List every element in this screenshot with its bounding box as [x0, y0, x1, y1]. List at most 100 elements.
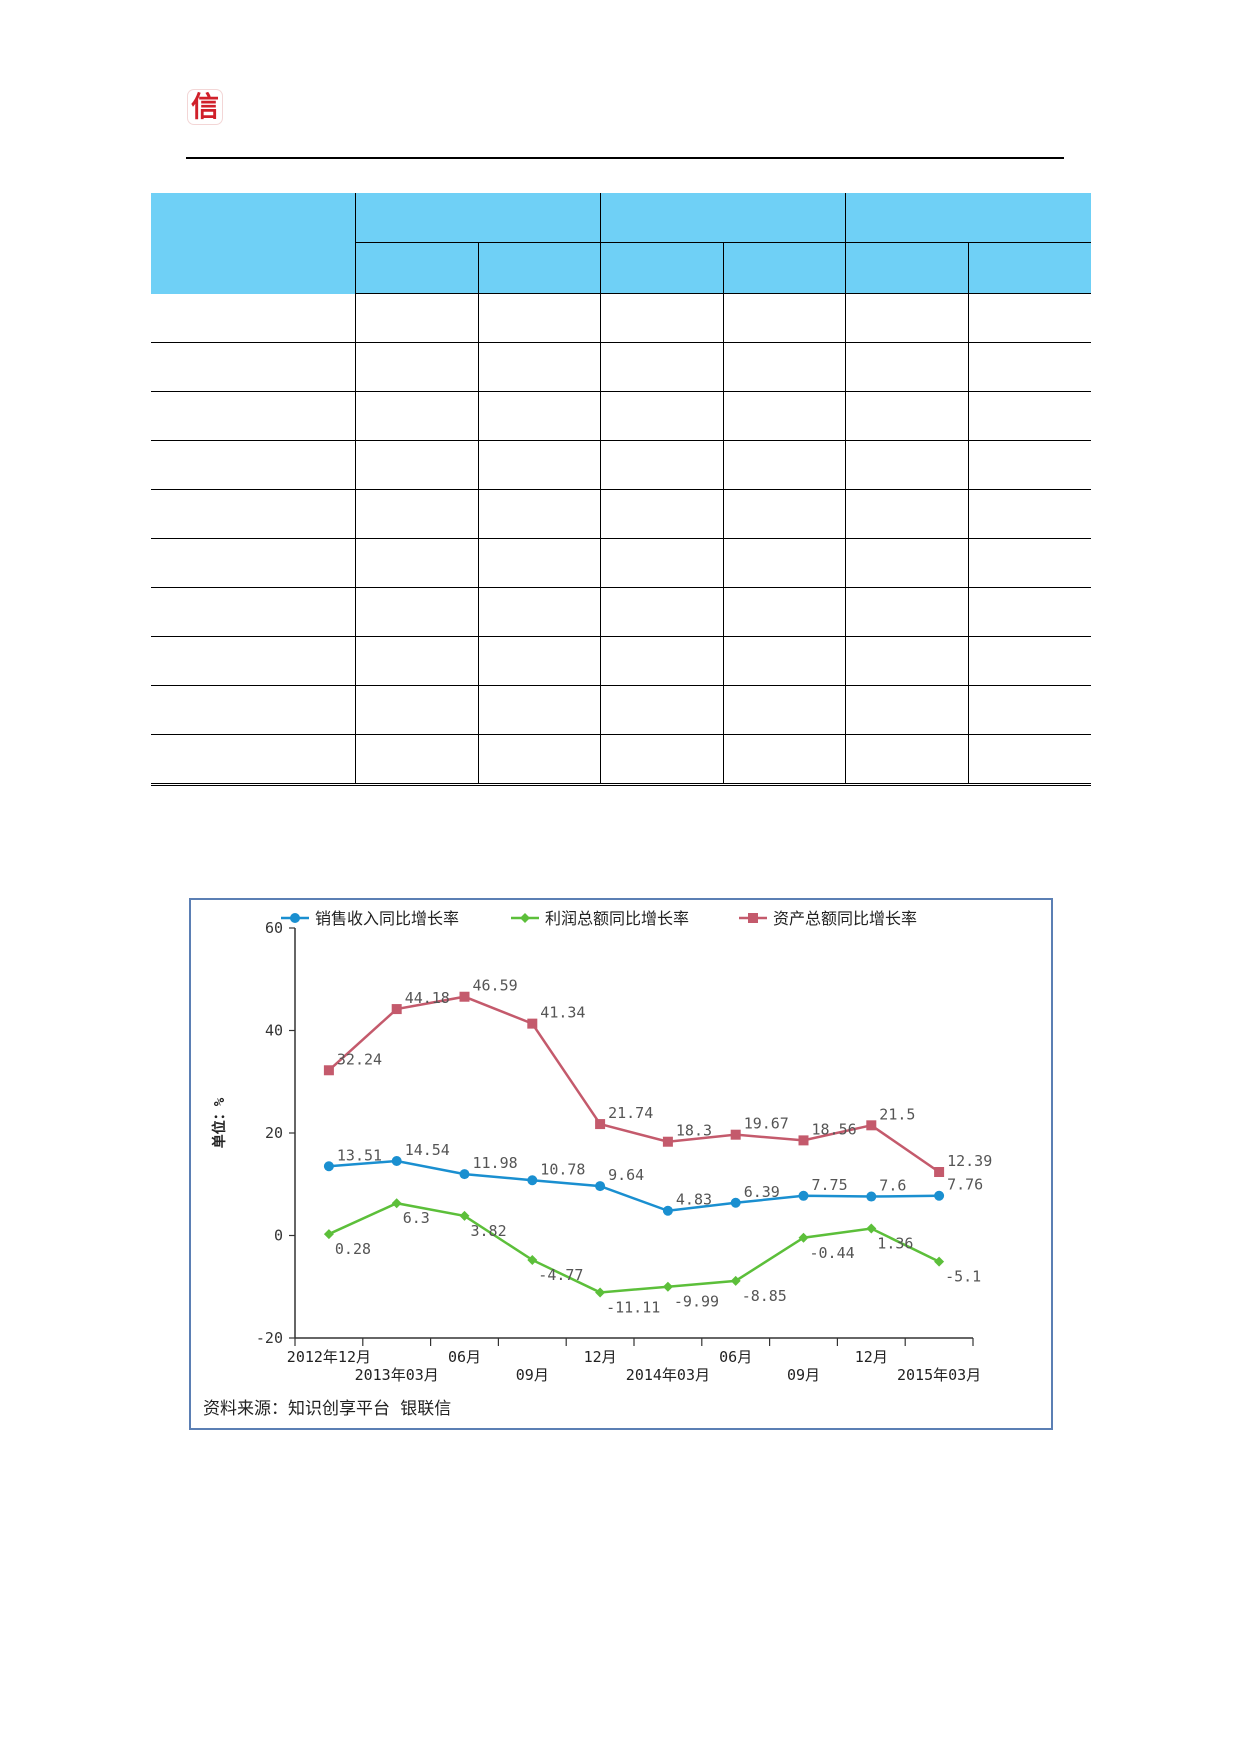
table-cell [354, 636, 478, 686]
table-subheader [599, 242, 724, 294]
table-row [151, 636, 1091, 686]
data-point [730, 1275, 741, 1286]
table-cell [967, 293, 1091, 343]
table-subheader [967, 242, 1091, 294]
x-tick-label: 06月 [719, 1348, 752, 1366]
table-cell [722, 734, 845, 786]
data-label: -4.77 [538, 1266, 583, 1284]
data-point [934, 1190, 945, 1201]
data-table [151, 193, 1091, 786]
y-tick-label: -20 [256, 1329, 283, 1347]
legend-marker [290, 913, 300, 923]
data-point [595, 1287, 606, 1298]
table-cell [844, 293, 968, 343]
table-cell [151, 636, 355, 686]
table-body [151, 293, 1091, 786]
x-tick-label: 2014年03月 [626, 1366, 710, 1384]
table-cell [599, 587, 723, 637]
source-note: 资料来源：知识创享平台 银联信 [203, 1399, 451, 1419]
data-point [323, 1065, 334, 1076]
legend-marker [520, 913, 530, 923]
x-tick-label: 09月 [516, 1366, 549, 1384]
table-cell [844, 342, 968, 392]
data-point [662, 1205, 673, 1216]
table-cell [722, 440, 845, 490]
data-label: 11.98 [473, 1154, 518, 1172]
table-row [151, 587, 1091, 637]
table-cell [599, 734, 723, 786]
table-row [151, 342, 1091, 392]
data-label: -5.1 [945, 1268, 981, 1286]
table-subheader [844, 242, 969, 294]
data-label: 41.34 [540, 1004, 585, 1022]
table-cell [477, 734, 600, 786]
data-point [798, 1232, 809, 1243]
y-axis-label: 单位：% [211, 1097, 228, 1148]
y-tick-label: 20 [265, 1124, 283, 1142]
table-cell [967, 587, 1091, 637]
table-cell [151, 587, 355, 637]
data-label: 3.82 [471, 1222, 507, 1240]
table-subheader [354, 242, 479, 294]
data-point [934, 1256, 945, 1267]
table-cell [151, 538, 355, 588]
table-cell [354, 293, 478, 343]
x-tick-label: 12月 [584, 1348, 617, 1366]
data-point [459, 1210, 470, 1221]
table-cell [967, 636, 1091, 686]
data-label: 1.36 [877, 1235, 913, 1253]
table-cell [967, 489, 1091, 539]
table-cell [151, 342, 355, 392]
table-subheader [722, 242, 846, 294]
table-cell [599, 440, 723, 490]
legend-label: 销售收入同比增长率 [315, 909, 459, 928]
data-label: 18.56 [812, 1120, 857, 1138]
table-cell [844, 734, 968, 786]
data-label: 19.67 [744, 1115, 789, 1133]
y-tick-label: 60 [265, 919, 283, 937]
table-cell [151, 489, 355, 539]
data-label: 13.51 [337, 1146, 382, 1164]
table-cell [599, 538, 723, 588]
data-point [527, 1018, 538, 1029]
table-cell [477, 489, 600, 539]
data-point [730, 1197, 741, 1208]
data-label: 10.78 [540, 1160, 585, 1178]
header-rule [186, 157, 1064, 159]
data-label: 7.6 [879, 1177, 906, 1195]
table-row [151, 538, 1091, 588]
data-label: 7.76 [947, 1176, 983, 1194]
table-cell [151, 440, 355, 490]
data-label: -9.99 [674, 1293, 719, 1311]
data-point [391, 1004, 402, 1015]
table-header-group-2 [599, 193, 846, 243]
data-point [595, 1181, 606, 1192]
table-row [151, 489, 1091, 539]
table-cell [722, 685, 845, 735]
table-cell [967, 440, 1091, 490]
table-cell [151, 293, 355, 343]
data-point [798, 1190, 809, 1201]
table-cell [354, 587, 478, 637]
data-label: 32.24 [337, 1050, 382, 1068]
table-cell [354, 391, 478, 441]
data-label: 21.74 [608, 1104, 653, 1122]
table-cell [722, 489, 845, 539]
data-label: 6.39 [744, 1183, 780, 1201]
x-tick-label: 09月 [787, 1366, 820, 1384]
x-tick-label: 2013年03月 [355, 1366, 439, 1384]
data-label: 46.59 [473, 977, 518, 995]
data-point [866, 1223, 877, 1234]
data-label: 7.75 [812, 1176, 848, 1194]
data-label: 4.83 [676, 1191, 712, 1209]
table-cell [599, 391, 723, 441]
y-tick-label: 40 [265, 1022, 283, 1040]
table-cell [844, 636, 968, 686]
data-label: 9.64 [608, 1166, 644, 1184]
table-subheader [477, 242, 601, 294]
data-point [527, 1254, 538, 1265]
legend-label: 资产总额同比增长率 [773, 909, 917, 928]
data-point [323, 1229, 334, 1240]
data-point [323, 1161, 334, 1172]
